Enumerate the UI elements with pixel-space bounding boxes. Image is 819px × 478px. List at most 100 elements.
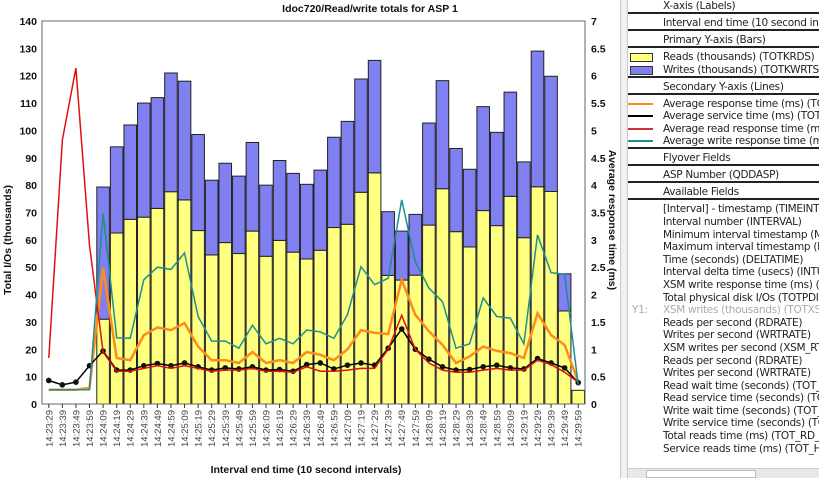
service-time-marker[interactable] (480, 363, 486, 370)
bar-writes[interactable] (177, 80, 192, 201)
line-series-3[interactable] (48, 199, 579, 391)
service-time-marker[interactable] (181, 360, 188, 366)
bar-reads[interactable] (123, 218, 138, 405)
bar-reads[interactable] (530, 186, 545, 405)
bar-writes[interactable] (489, 131, 504, 227)
service-time-marker[interactable] (154, 360, 161, 367)
scrollbar-thumb[interactable] (646, 470, 756, 478)
bar-reads[interactable] (218, 242, 233, 405)
service-time-marker[interactable] (73, 379, 79, 385)
available-field[interactable]: Total physical disk I/Os (TOTPDIO (628, 292, 819, 305)
bar-reads[interactable] (137, 216, 151, 405)
bar-writes[interactable] (218, 162, 233, 244)
bar-reads[interactable] (422, 224, 436, 405)
service-time-marker[interactable] (141, 362, 147, 369)
bar-writes[interactable] (327, 136, 341, 229)
horizontal-scrollbar[interactable] (628, 468, 819, 478)
bar-reads[interactable] (489, 225, 504, 405)
xaxis-field[interactable]: Interval end time (10 second intervals) (628, 17, 819, 31)
bar-writes[interactable] (435, 80, 450, 190)
bar-writes[interactable] (367, 59, 382, 174)
bar-reads[interactable] (177, 199, 192, 405)
available-field[interactable]: XSM write response time (ms) (AV (628, 279, 819, 292)
bar-reads[interactable] (245, 230, 260, 405)
service-time-marker[interactable] (398, 326, 405, 332)
available-field[interactable]: Minimum interval timestamp (MIN (628, 229, 819, 242)
service-time-marker[interactable] (561, 365, 568, 371)
bar-reads[interactable] (150, 207, 165, 405)
bar-reads[interactable] (571, 389, 585, 405)
line-field-avg-write-response[interactable]: Average write response time (ms) (628, 135, 819, 150)
available-field[interactable]: Interval delta time (usecs) (INTUSE (628, 266, 819, 279)
bar-writes[interactable] (354, 78, 368, 193)
service-time-marker[interactable] (466, 366, 473, 373)
service-time-marker[interactable] (222, 365, 229, 371)
available-field[interactable]: Service reads time (ms) (TOT_HRD (628, 443, 819, 456)
service-time-marker[interactable] (303, 361, 310, 368)
available-field[interactable]: Interval number (INTERVAL) (628, 216, 819, 229)
bar-writes[interactable] (191, 134, 205, 232)
bar-writes[interactable] (272, 160, 287, 241)
bar-reads[interactable] (272, 239, 287, 405)
available-field[interactable]: Writes per second (WRTRATE) (628, 367, 819, 380)
bar-reads[interactable] (299, 258, 314, 405)
available-field[interactable]: Y1: XSM writes (thousands) (TOTXSM (628, 304, 819, 317)
flyover-field[interactable]: ASP Number (QDDASP) (628, 169, 819, 184)
bar-reads[interactable] (449, 231, 463, 405)
bar-reads[interactable] (259, 255, 273, 405)
service-time-marker[interactable] (493, 362, 500, 368)
bar-field-writes[interactable]: Writes (thousands) (TOTKWRTS) (628, 64, 819, 78)
bar-reads[interactable] (367, 172, 382, 405)
available-field[interactable]: XSM writes per second (XSM_RT) (628, 342, 819, 355)
bar-writes[interactable] (476, 106, 490, 212)
available-field[interactable]: Write wait time (seconds) (TOT_DI (628, 405, 819, 418)
line-series-2[interactable] (48, 67, 579, 383)
available-field[interactable]: Write service time (seconds) (TOT_ (628, 417, 819, 430)
panel-splitter[interactable] (620, 0, 628, 478)
line-field-avg-response[interactable]: Average response time (ms) (TOTA (628, 98, 819, 111)
available-field[interactable]: Reads per second (RDRATE) (628, 317, 819, 330)
bar-reads[interactable] (96, 318, 110, 405)
bar-writes[interactable] (150, 97, 165, 209)
bar-writes[interactable] (422, 122, 436, 226)
available-field[interactable]: Writes per second (WRTRATE) (628, 329, 819, 342)
bar-writes[interactable] (544, 75, 558, 192)
bar-writes[interactable] (137, 102, 151, 218)
bar-writes[interactable] (204, 179, 219, 256)
bar-writes[interactable] (340, 120, 355, 225)
service-time-marker[interactable] (344, 362, 351, 368)
service-time-marker[interactable] (358, 360, 364, 366)
line-series-0[interactable] (48, 268, 580, 392)
bar-writes[interactable] (517, 161, 531, 239)
bar-writes[interactable] (394, 230, 409, 281)
bar-writes[interactable] (381, 211, 395, 276)
available-field[interactable]: [Interval] - timestamp (TIMEINT) (628, 203, 819, 216)
bar-writes[interactable] (299, 183, 314, 260)
bar-writes[interactable] (123, 124, 138, 220)
bar-reads[interactable] (354, 191, 368, 405)
bar-field-reads[interactable]: Reads (thousands) (TOTKRDS) (628, 51, 819, 64)
bar-reads[interactable] (327, 227, 341, 405)
available-field[interactable]: Time (seconds) (DELTATIME) (628, 254, 819, 267)
bar-writes[interactable] (462, 168, 477, 248)
available-field[interactable]: Total reads time (ms) (TOT_RD_M (628, 430, 819, 443)
bar-reads[interactable] (286, 251, 300, 405)
service-time-marker[interactable] (168, 362, 174, 369)
bar-writes[interactable] (408, 213, 423, 276)
bar-reads[interactable] (544, 190, 558, 405)
service-time-marker[interactable] (317, 360, 324, 366)
bar-reads[interactable] (109, 232, 124, 405)
line-series-1[interactable] (48, 327, 579, 386)
available-field[interactable]: Reads per second (RDRATE) (628, 355, 819, 368)
bar-reads[interactable] (462, 246, 477, 405)
service-time-marker[interactable] (59, 382, 66, 388)
bar-writes[interactable] (259, 184, 273, 257)
bar-reads[interactable] (517, 237, 531, 405)
bar-writes[interactable] (232, 175, 246, 255)
bar-reads[interactable] (313, 249, 328, 405)
bar-writes[interactable] (503, 91, 518, 197)
bar-writes[interactable] (449, 147, 463, 233)
bar-reads[interactable] (232, 253, 246, 405)
bar-reads[interactable] (204, 254, 219, 405)
bar-writes[interactable] (286, 172, 300, 253)
